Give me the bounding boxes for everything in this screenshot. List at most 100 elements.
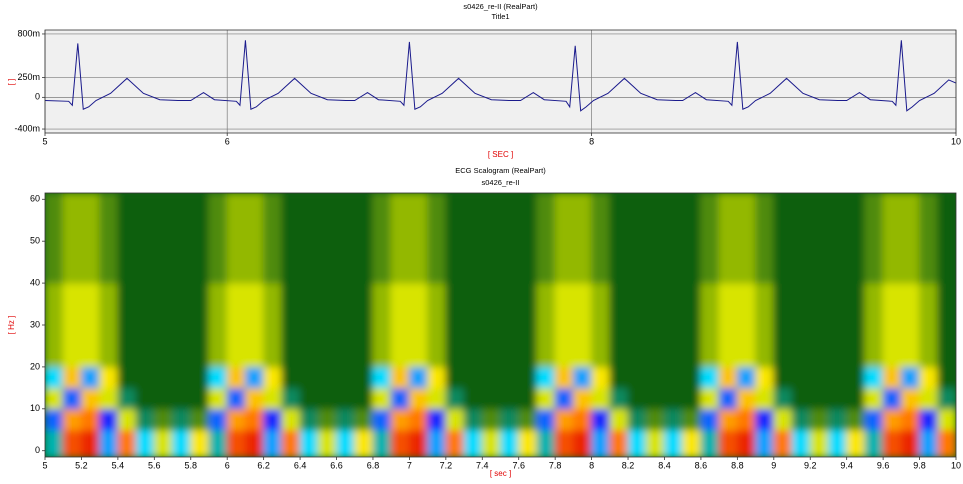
heat-cell [208, 408, 228, 431]
heat-cell [591, 366, 611, 389]
heat-cell [354, 193, 374, 284]
plots: s0426_re-II (RealPart)Title1 800m 250m 0 -40… [7, 2, 961, 478]
heat-cell [791, 429, 811, 457]
heat-cell [919, 387, 939, 410]
y-tick-label: 0 [35, 92, 40, 102]
heat-cell [80, 282, 101, 368]
heat-cell [372, 429, 392, 457]
heat-cell [135, 408, 155, 431]
heat-cell [354, 408, 374, 431]
heat-cell [882, 429, 902, 457]
heat-cell [427, 282, 447, 368]
heat-cell [481, 429, 501, 457]
heat-cell [755, 282, 775, 368]
heat-cell [427, 429, 447, 457]
heat-cell [591, 429, 611, 457]
heat-cell [846, 282, 866, 368]
heat-cell [827, 282, 848, 368]
x-tick-label: 10 [951, 460, 961, 470]
x-tick-label: 6 [225, 136, 230, 146]
heat-cell [226, 193, 246, 284]
heat-cell [736, 429, 757, 457]
y-tick-label: 250m [17, 72, 40, 82]
x-tick-label: 8.6 [695, 460, 708, 470]
heat-cell [135, 366, 155, 389]
x-tick-label: 6.6 [330, 460, 343, 470]
heat-cell [937, 282, 956, 368]
heat-cell [518, 366, 538, 389]
heat-cell [755, 193, 775, 284]
heat-cell [427, 366, 447, 389]
heat-cell [700, 387, 720, 410]
heat-cell [427, 387, 447, 410]
heat-cell [736, 282, 757, 368]
heat-cell [700, 429, 720, 457]
heat-cell [627, 408, 647, 431]
heat-cell [408, 282, 429, 368]
heat-cell [317, 282, 338, 368]
heat-cell [317, 193, 338, 284]
x-tick-label: 6.4 [294, 460, 307, 470]
heat-cell [372, 408, 392, 431]
heat-cell [682, 193, 702, 284]
heat-cell [117, 387, 137, 410]
heat-cell [226, 408, 246, 431]
heat-cell [645, 366, 665, 389]
heat-cell [919, 282, 939, 368]
heat-cell [45, 193, 64, 284]
heat-cell [882, 193, 902, 284]
heat-cell [317, 408, 338, 431]
heat-cell [463, 193, 483, 284]
heat-cell [390, 193, 410, 284]
heatmap-cells [45, 193, 956, 457]
heat-cell [809, 387, 829, 410]
heat-cell [45, 429, 64, 457]
heat-cell [354, 366, 374, 389]
heat-cell [500, 282, 520, 368]
heat-cell [718, 366, 738, 389]
heat-cell [736, 387, 757, 410]
heat-cell [244, 429, 265, 457]
heat-cell [591, 387, 611, 410]
heat-cell [390, 387, 410, 410]
heat-cell [500, 387, 520, 410]
x-tick-label: 9.4 [840, 460, 853, 470]
heat-cell [190, 387, 210, 410]
heat-cell [408, 366, 429, 389]
heat-cell [682, 408, 702, 431]
heat-cell [700, 408, 720, 431]
heat-cell [99, 408, 119, 431]
x-tick-label: 7.8 [549, 460, 562, 470]
heat-cell [226, 387, 246, 410]
heat-cell [117, 366, 137, 389]
heat-cell [846, 193, 866, 284]
heat-cell [736, 193, 757, 284]
y-tick-label: 10 [30, 403, 40, 413]
heat-cell [281, 387, 301, 410]
heat-cell [190, 193, 210, 284]
heat-cell [117, 193, 137, 284]
x-tick-label: 5.4 [112, 460, 125, 470]
heat-cell [572, 387, 593, 410]
heat-cell [354, 282, 374, 368]
x-tick-label: 6.8 [367, 460, 380, 470]
chart-title: ECG Scalogram (RealPart) [455, 166, 546, 175]
chart-title: s0426_re-II (RealPart) [463, 2, 538, 11]
heat-cell [700, 193, 720, 284]
heat-cell [500, 429, 520, 457]
heat-cell [263, 193, 283, 284]
heat-cell [718, 193, 738, 284]
heat-cell [572, 366, 593, 389]
heat-cell [755, 366, 775, 389]
heat-cell [846, 408, 866, 431]
heat-cell [226, 429, 246, 457]
heat-cell [354, 387, 374, 410]
heat-cell [336, 193, 356, 284]
heat-cell [317, 429, 338, 457]
heat-cell [827, 193, 848, 284]
heat-cell [554, 387, 574, 410]
heat-cell [791, 366, 811, 389]
heat-cell [500, 408, 520, 431]
heat-cell [281, 429, 301, 457]
heat-cell [45, 408, 64, 431]
